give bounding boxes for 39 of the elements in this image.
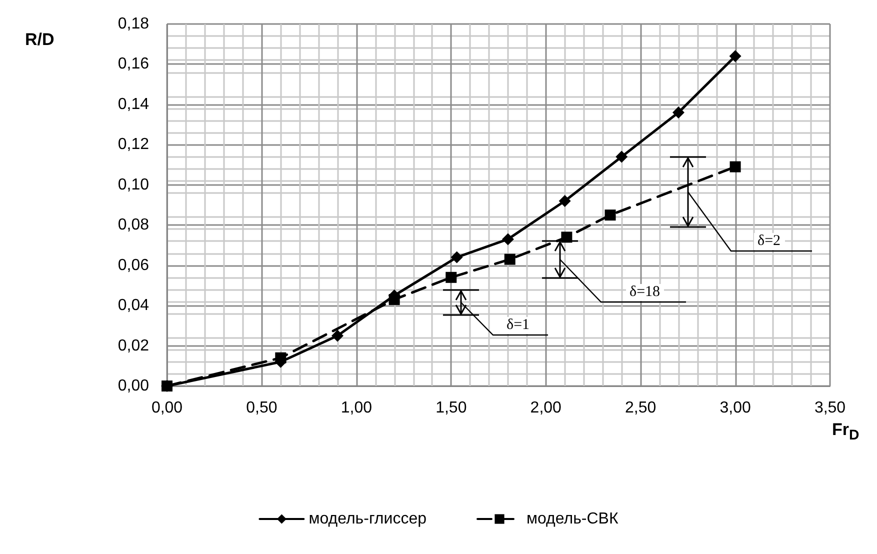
x-tick-label: 1,00 (340, 400, 372, 416)
legend-label: модель-СВК (526, 510, 619, 528)
x-tick-label: 2,50 (625, 400, 656, 416)
annotation: δ=18 (626, 284, 664, 301)
point (504, 254, 516, 265)
point (730, 161, 741, 172)
y-tick-label: 0,04 (118, 297, 150, 314)
x-tick-label: 3,00 (720, 400, 751, 416)
y-tick-label: 0,08 (118, 216, 150, 234)
annotation: δ=2 (754, 233, 785, 250)
point (450, 251, 463, 264)
y-tick-label: 0,12 (118, 136, 150, 154)
point (729, 50, 742, 62)
x-tick-label: 2,00 (530, 400, 562, 416)
annotation: δ=1 (502, 317, 534, 334)
point (558, 194, 571, 207)
x-tick-label: 0,50 (246, 400, 278, 416)
x-tick-label: 1,50 (436, 400, 467, 416)
y-tick-label: 0,06 (118, 256, 150, 274)
y-tick-label: 0,14 (118, 96, 150, 113)
y-axis-title: R/D (25, 30, 54, 50)
x-tick-label: 3,50 (814, 400, 846, 416)
y-tick-label: 0,18 (118, 16, 150, 32)
point (388, 294, 400, 306)
x-axis-title: Fr$_{D}$ (832, 420, 860, 444)
point (616, 150, 628, 163)
point (604, 210, 616, 221)
y-tick-label: 0,00 (118, 378, 150, 394)
x-tick-label: 0,00 (151, 400, 183, 416)
point (446, 272, 457, 283)
y-tick-label: 0,16 (118, 56, 150, 73)
point (162, 380, 172, 392)
point (331, 330, 344, 342)
point (672, 106, 684, 118)
y-tick-label: 0,02 (118, 337, 150, 354)
point (502, 233, 514, 246)
y-tick-label: 0,10 (118, 176, 150, 194)
legend-label: модель-глиссер (308, 510, 427, 528)
point (275, 352, 286, 364)
